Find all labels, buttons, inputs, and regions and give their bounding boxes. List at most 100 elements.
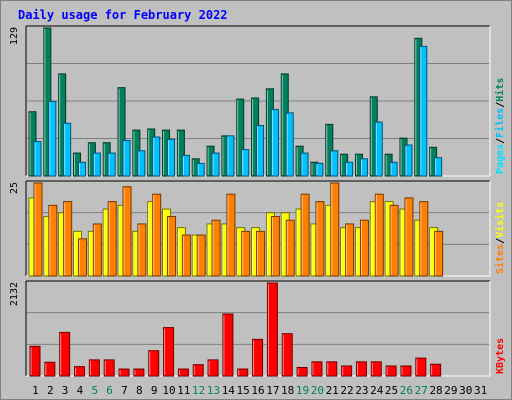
bar-kbytes-day-5 bbox=[88, 359, 100, 377]
bar-hits-day-7 bbox=[117, 87, 126, 177]
bar-files-day-20 bbox=[315, 162, 324, 177]
bar-sites-day-16 bbox=[256, 230, 266, 277]
bar-files-day-2 bbox=[48, 100, 57, 177]
bar-kbytes-day-3 bbox=[59, 331, 71, 377]
bar-files-day-9 bbox=[152, 136, 161, 177]
bar-files-day-6 bbox=[107, 152, 116, 177]
bar-kbytes-day-16 bbox=[252, 338, 264, 377]
bar-sites-day-26 bbox=[404, 197, 414, 277]
bar-kbytes-day-8 bbox=[133, 368, 145, 377]
legend-item: Hits bbox=[494, 78, 506, 102]
bar-sites-day-27 bbox=[419, 201, 429, 277]
bar-kbytes-day-7 bbox=[118, 368, 130, 377]
bar-hits-day-15 bbox=[236, 98, 245, 177]
bar-sites-day-11 bbox=[181, 234, 191, 277]
x-tick-label: 28 bbox=[429, 384, 442, 397]
bar-files-day-8 bbox=[137, 150, 146, 177]
x-tick-label: 11 bbox=[177, 384, 190, 397]
bar-files-day-1 bbox=[33, 141, 42, 177]
bar-files-day-10 bbox=[167, 138, 176, 177]
x-tick-label: 9 bbox=[151, 384, 158, 397]
bar-kbytes-day-20 bbox=[311, 361, 323, 377]
legend: Sites/Visits bbox=[494, 202, 506, 274]
legend-item: Files bbox=[494, 108, 506, 138]
x-tick-label: 10 bbox=[162, 384, 175, 397]
bar-sites-day-10 bbox=[167, 215, 177, 277]
x-tick-label: 29 bbox=[444, 384, 457, 397]
bar-files-day-21 bbox=[330, 150, 339, 177]
x-tick-label: 7 bbox=[121, 384, 128, 397]
legend-item: Pages bbox=[495, 144, 506, 174]
x-tick-label: 30 bbox=[459, 384, 472, 397]
x-tick-label: 8 bbox=[136, 384, 143, 397]
x-tick-label: 4 bbox=[77, 384, 84, 397]
x-tick-label: 16 bbox=[251, 384, 264, 397]
bar-sites-day-23 bbox=[359, 219, 369, 277]
x-tick-label: 12 bbox=[192, 384, 205, 397]
legend-item: / bbox=[495, 138, 506, 144]
x-tick-label: 19 bbox=[296, 384, 309, 397]
bar-sites-day-9 bbox=[152, 193, 162, 277]
x-tick-label: 13 bbox=[207, 384, 220, 397]
bar-kbytes-day-10 bbox=[163, 327, 175, 377]
bar-files-day-19 bbox=[300, 152, 309, 177]
bar-sites-day-25 bbox=[389, 204, 399, 277]
bar-files-day-7 bbox=[122, 139, 131, 177]
x-tick-label: 25 bbox=[385, 384, 398, 397]
bar-kbytes-day-25 bbox=[385, 365, 397, 377]
panel-3: 2132 KBytes bbox=[9, 280, 506, 377]
bar-sites-day-3 bbox=[63, 201, 73, 277]
bar-kbytes-day-22 bbox=[341, 365, 353, 377]
bar-sites-day-22 bbox=[345, 223, 355, 277]
bar-sites-day-7 bbox=[122, 186, 132, 277]
bar-kbytes-day-15 bbox=[237, 368, 249, 377]
bar-kbytes-day-6 bbox=[103, 359, 115, 377]
bar-kbytes-day-11 bbox=[177, 368, 189, 377]
bar-sites-day-2 bbox=[48, 204, 58, 277]
bar-sites-day-17 bbox=[270, 215, 280, 277]
bar-files-day-27 bbox=[419, 45, 428, 177]
x-tick-label: 18 bbox=[281, 384, 294, 397]
bar-sites-day-19 bbox=[300, 193, 310, 277]
bar-sites-day-21 bbox=[330, 182, 340, 277]
bar-kbytes-day-17 bbox=[266, 282, 278, 377]
x-tick-label: 22 bbox=[340, 384, 353, 397]
bar-sites-day-1 bbox=[33, 182, 43, 277]
bar-kbytes-day-1 bbox=[29, 345, 41, 377]
bar-files-day-28 bbox=[434, 157, 443, 177]
bar-kbytes-day-26 bbox=[400, 365, 412, 377]
bar-sites-day-13 bbox=[211, 219, 221, 277]
bar-kbytes-day-19 bbox=[296, 366, 308, 377]
bar-sites-day-15 bbox=[241, 230, 251, 277]
bar-kbytes-day-23 bbox=[355, 361, 367, 377]
bar-files-day-15 bbox=[241, 149, 250, 177]
bar-files-day-25 bbox=[389, 161, 398, 177]
bar-sites-day-20 bbox=[315, 201, 325, 277]
x-tick-label: 21 bbox=[326, 384, 339, 397]
x-tick-label: 2 bbox=[47, 384, 54, 397]
x-tick-label: 1 bbox=[32, 384, 39, 397]
y-max-label: 129 bbox=[9, 27, 20, 45]
x-tick-label: 26 bbox=[400, 384, 413, 397]
bar-kbytes-day-4 bbox=[74, 366, 86, 377]
legend: KBytes bbox=[495, 338, 506, 374]
x-tick-label: 14 bbox=[222, 384, 236, 397]
bar-files-day-17 bbox=[270, 108, 279, 177]
bar-kbytes-day-24 bbox=[370, 361, 382, 377]
bar-kbytes-day-21 bbox=[326, 361, 338, 377]
bar-kbytes-day-28 bbox=[430, 363, 442, 377]
chart-title: Daily usage for February 2022 bbox=[18, 8, 228, 22]
bar-files-day-13 bbox=[211, 152, 220, 177]
bar-hits-day-11 bbox=[176, 129, 185, 177]
bar-files-day-23 bbox=[359, 158, 368, 177]
x-tick-label: 27 bbox=[415, 384, 428, 397]
legend-item: / bbox=[495, 102, 506, 108]
bar-sites-day-18 bbox=[285, 219, 295, 277]
bar-files-day-4 bbox=[78, 161, 87, 177]
bar-kbytes-day-14 bbox=[222, 313, 234, 377]
bar-hits-day-21 bbox=[325, 123, 334, 177]
y-max-label: 2132 bbox=[9, 282, 20, 306]
bar-files-day-11 bbox=[181, 154, 190, 177]
